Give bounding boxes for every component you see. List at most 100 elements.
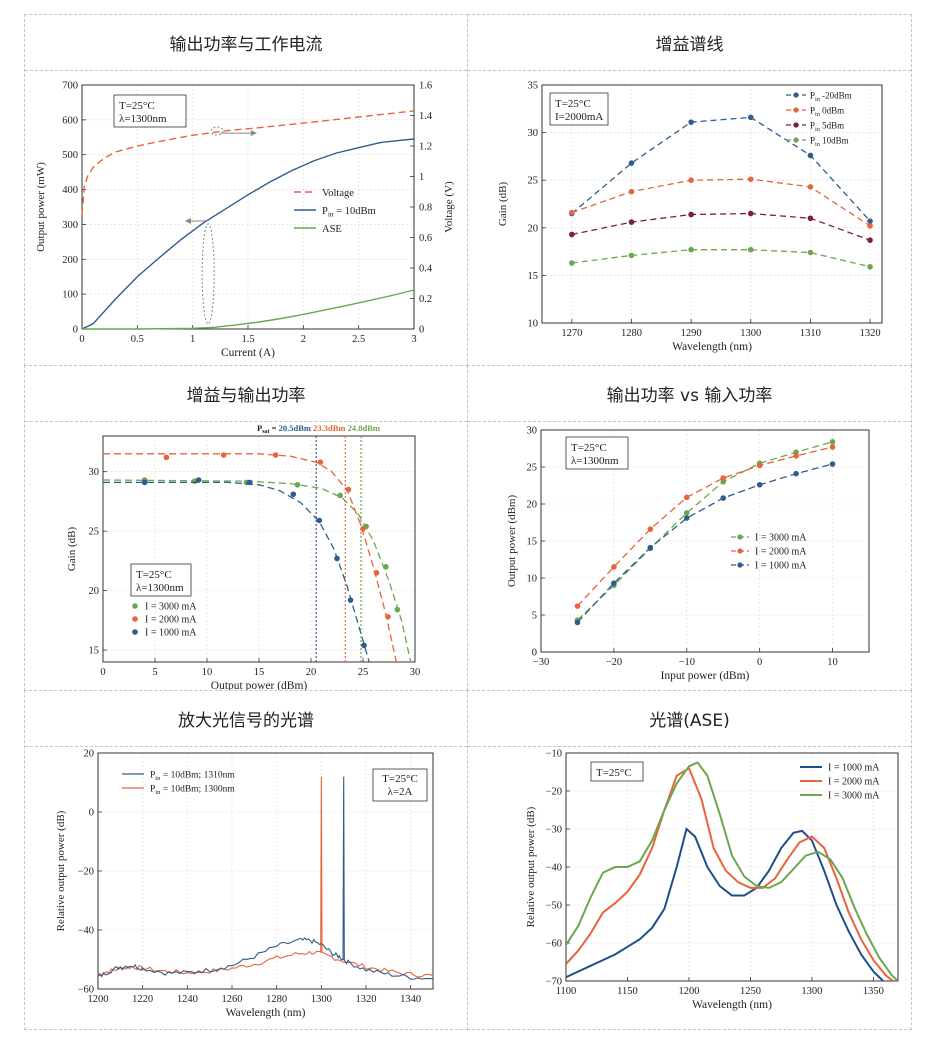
data-point	[747, 176, 754, 183]
y-tick-label: −60	[78, 985, 94, 996]
panel-gain-spectrum: 增益谱线 1270 1280 1290 1300 1310 1320 10 15 20 25 30 3…	[467, 14, 912, 366]
panel-title: 放大光信号的光谱	[25, 691, 467, 747]
legend-marker	[132, 629, 138, 635]
x-tick-label: 10	[827, 657, 838, 668]
x-tick-label: 30	[410, 667, 421, 678]
data-point	[807, 152, 814, 159]
data-point	[317, 459, 324, 465]
data-point	[361, 642, 367, 649]
data-point	[628, 188, 635, 195]
series-line	[82, 289, 415, 330]
legend-label: I = 2000 mA	[145, 615, 197, 626]
legend-marker	[737, 548, 743, 554]
annotation-box	[590, 761, 644, 782]
y-tick-label: 30	[89, 467, 100, 478]
x-tick-label: 1290	[681, 328, 702, 339]
y-tick-label: 20	[84, 749, 95, 760]
data-point	[272, 452, 279, 458]
y-tick-label: 20	[528, 223, 539, 234]
y-tick-label: 15	[527, 537, 538, 548]
spectrum-line	[566, 766, 894, 981]
data-point	[793, 470, 799, 477]
annotation-box	[130, 563, 192, 597]
x-axis-label: Wavelength (nm)	[226, 1007, 306, 1019]
chart-gain-spectrum: 1270 1280 1290 1300 1310 1320 10 15 20 25 30 35 Wave…	[497, 81, 883, 353]
y-tick-label: −20	[546, 787, 562, 798]
arrow-head	[250, 130, 257, 137]
data-point	[720, 475, 727, 481]
series-line	[571, 116, 871, 222]
legend-label: Voltage	[322, 188, 354, 199]
x-tick-label: 1300	[740, 328, 761, 339]
y-tick-label: 500	[62, 150, 78, 161]
data-point	[394, 606, 401, 613]
data-point	[628, 252, 635, 259]
y-tick-label: 700	[62, 81, 78, 92]
series-line	[571, 212, 871, 241]
legend-label: I = 1000 mA	[828, 763, 880, 774]
legend-label: Pin 5dBm	[810, 121, 844, 134]
data-point	[867, 237, 873, 243]
data-point	[628, 219, 635, 225]
y-tick-label: −40	[78, 926, 94, 937]
figure-grid: 输出功率与工作电流 0 0.5 1 1.5 2 2.5 3 0 100 200 300 400 500 6…	[24, 14, 912, 1030]
data-point	[246, 479, 253, 486]
x-tick-label: −10	[679, 657, 695, 668]
y2-tick-label: 1	[419, 172, 424, 183]
series-line	[81, 110, 415, 215]
y-tick-label: 15	[89, 646, 100, 657]
y-tick-label: 25	[89, 527, 100, 538]
y-tick-label: 300	[62, 220, 78, 231]
legend-label: Pin 0dBm	[810, 106, 844, 119]
panel-title: 增益与输出功率	[25, 366, 467, 422]
spectrum-line	[566, 761, 898, 981]
spectrum-line	[566, 827, 884, 981]
y-tick-label: 15	[528, 271, 539, 282]
psat-label: Psat = 20.5dBm 23.3dBm 24.8dBm	[257, 423, 380, 435]
legend-marker	[793, 92, 799, 98]
data-point	[688, 211, 694, 218]
x-tick-label: 5	[152, 667, 157, 678]
legend-marker	[132, 603, 138, 609]
chart-ase-spectrum: 1100 1150 1200 1250 1300 1350 −70 −60 −50 −40 −30 −…	[525, 749, 899, 1011]
data-point	[747, 114, 754, 121]
y2-tick-label: 1.6	[419, 81, 432, 92]
data-point	[574, 603, 581, 609]
data-point	[611, 580, 617, 586]
y2-tick-label: 0	[419, 325, 424, 336]
x-tick-label: 10	[202, 667, 213, 678]
y-axis-label: Relative output power (dB)	[55, 810, 67, 931]
y2-tick-label: 1.2	[419, 142, 432, 153]
plot-frame	[97, 752, 434, 990]
x-tick-label: 1.5	[241, 334, 254, 345]
series-line	[571, 178, 871, 227]
series-line	[571, 249, 871, 268]
data-point	[867, 264, 873, 270]
y-tick-label: 100	[62, 290, 78, 301]
chart-gain-vs-output: 0 5 10 15 20 25 30 15 20 25 30 Output power (dBm) Ga…	[66, 423, 421, 690]
data-point	[683, 510, 690, 516]
y-tick-label: −10	[546, 749, 562, 760]
y-axis-label: Output power (mW)	[35, 162, 47, 252]
data-point	[747, 246, 754, 253]
y-axis-label: Gain (dB)	[497, 182, 509, 227]
data-point	[807, 215, 814, 222]
annotation-text: I=2000mA	[555, 111, 603, 123]
data-point	[345, 486, 352, 493]
series-line	[81, 138, 415, 330]
annotation-box	[565, 436, 629, 470]
data-point	[290, 491, 297, 498]
y2-tick-label: 0.6	[419, 233, 432, 244]
y2-axis-label: Voltage (V)	[443, 181, 455, 233]
y-tick-label: 30	[527, 426, 538, 437]
legend-label: Pin = 10dBm	[322, 206, 376, 219]
data-point	[829, 439, 836, 445]
legend-label: I = 1000 mA	[145, 628, 197, 639]
chart-output-vs-input: −30 −20 −10 0 10 0 5 10 15 20 25 30 Input power (dBm…	[506, 426, 870, 682]
y-tick-label: 30	[528, 128, 539, 139]
annotation-text: T=25°C	[119, 100, 155, 112]
x-tick-label: 1320	[860, 328, 881, 339]
legend-label: Pin -20dBm	[810, 91, 852, 104]
x-axis-label: Input power (dBm)	[661, 670, 750, 682]
x-tick-label: 20	[306, 667, 317, 678]
